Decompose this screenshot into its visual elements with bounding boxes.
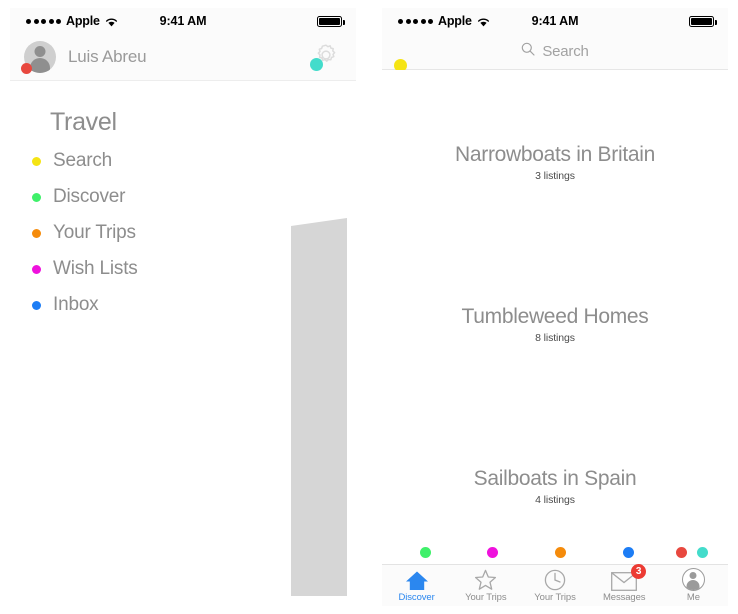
clock-label: 9:41 AM	[531, 14, 579, 28]
tab-me[interactable]: Me	[659, 565, 728, 606]
status-bar-left: Apple 9:41 AM	[10, 8, 356, 34]
settings-button[interactable]	[310, 41, 342, 71]
sidebar-item-label: Search	[53, 150, 113, 171]
star-icon	[474, 569, 497, 591]
tab-bar: Discover Your Trips Your Trips	[382, 564, 728, 606]
list-item[interactable]: Narrowboats in Britain 3 listings	[382, 143, 728, 182]
search-placeholder: Search	[542, 43, 589, 60]
tab-label: Messages	[602, 592, 646, 603]
carrier-label: Apple	[438, 14, 472, 28]
tab-dot-me-red	[676, 547, 687, 558]
peeking-panel-edge[interactable]	[291, 218, 347, 596]
tab-your-trips-clock[interactable]: Your Trips	[520, 565, 589, 606]
drawer-header: Luis Abreu	[10, 34, 356, 81]
sidebar-item-search[interactable]: Search	[32, 143, 138, 179]
sidebar-item-wish-lists[interactable]: Wish Lists	[32, 251, 138, 287]
drawer-title: Travel	[50, 108, 117, 136]
drawer-body: Travel Search Discover Your Trips Wish L…	[10, 81, 356, 606]
list-item[interactable]: Tumbleweed Homes 8 listings	[382, 305, 728, 344]
tab-messages[interactable]: 3 Messages	[590, 564, 659, 606]
tab-label: Me	[686, 592, 700, 603]
search-badge-dot	[394, 59, 407, 72]
listing-count: 4 listings	[535, 494, 575, 506]
avatar[interactable]	[21, 41, 56, 74]
sidebar-item-your-trips[interactable]: Your Trips	[32, 215, 138, 251]
home-icon	[405, 569, 429, 591]
tab-your-trips[interactable]: Your Trips	[451, 565, 520, 606]
tab-badge-dots	[382, 542, 728, 564]
bullet-dot-icon	[32, 300, 41, 310]
battery-full-icon	[317, 8, 345, 34]
listing-count: 8 listings	[535, 332, 575, 344]
gear-icon	[317, 44, 336, 62]
battery-full-icon	[689, 8, 717, 34]
sidebar-item-label: Your Trips	[53, 222, 136, 243]
signal-strength-dots-icon	[26, 18, 61, 24]
avatar-badge-dot	[21, 63, 32, 74]
tab-dot-your-trips-2	[555, 547, 566, 558]
status-bar-right: Apple 9:41 AM	[382, 8, 728, 34]
listing-title: Tumbleweed Homes	[461, 305, 649, 328]
list-item[interactable]: Sailboats in Spain 4 listings	[382, 467, 728, 506]
carrier-label: Apple	[66, 14, 100, 28]
bullet-dot-icon	[32, 156, 41, 166]
sidebar-item-discover[interactable]: Discover	[32, 179, 138, 215]
tab-bar-zone: Discover Your Trips Your Trips	[382, 542, 728, 606]
wifi-icon	[105, 15, 118, 30]
person-icon	[681, 568, 705, 591]
tab-dot-your-trips	[487, 547, 498, 558]
signal-strength-dots-icon	[398, 18, 433, 24]
settings-badge-dot	[310, 58, 323, 71]
right-phone-screen: Apple 9:41 AM Search	[382, 8, 728, 606]
wifi-icon	[477, 15, 490, 30]
sidebar-item-label: Wish Lists	[53, 258, 138, 279]
bullet-dot-icon	[32, 228, 41, 238]
left-phone-screen: Apple 9:41 AM Luis Abreu	[10, 8, 356, 606]
sidebar-item-inbox[interactable]: Inbox	[32, 287, 138, 323]
user-name-label: Luis Abreu	[68, 47, 147, 66]
listing-title: Sailboats in Spain	[473, 467, 637, 490]
tab-discover[interactable]: Discover	[382, 565, 451, 606]
status-bar-carrier-group: Apple	[26, 8, 118, 34]
listing-title: Narrowboats in Britain	[455, 143, 655, 166]
bullet-dot-icon	[32, 264, 41, 274]
listing-feed[interactable]: Narrowboats in Britain 3 listings Tumble…	[382, 70, 728, 542]
sidebar-item-label: Inbox	[53, 294, 99, 315]
message-count-badge: 3	[631, 564, 647, 579]
sidebar-item-label: Discover	[53, 186, 126, 207]
bullet-dot-icon	[32, 192, 41, 202]
status-bar-carrier-group: Apple	[398, 8, 490, 34]
search-input[interactable]: Search	[382, 34, 728, 72]
listing-count: 3 listings	[535, 170, 575, 182]
search-icon	[521, 42, 535, 61]
tab-dot-discover	[420, 547, 431, 558]
tab-label: Discover	[398, 592, 435, 603]
tab-dot-me-teal	[697, 547, 708, 558]
envelope-icon: 3	[611, 564, 647, 591]
clock-label: 9:41 AM	[159, 14, 207, 28]
tab-label: Your Trips	[534, 592, 576, 603]
tab-dot-messages	[623, 547, 634, 558]
clock-icon	[544, 569, 566, 591]
tab-label: Your Trips	[465, 592, 507, 603]
drawer-menu-list: Search Discover Your Trips Wish Lists In…	[32, 143, 138, 323]
